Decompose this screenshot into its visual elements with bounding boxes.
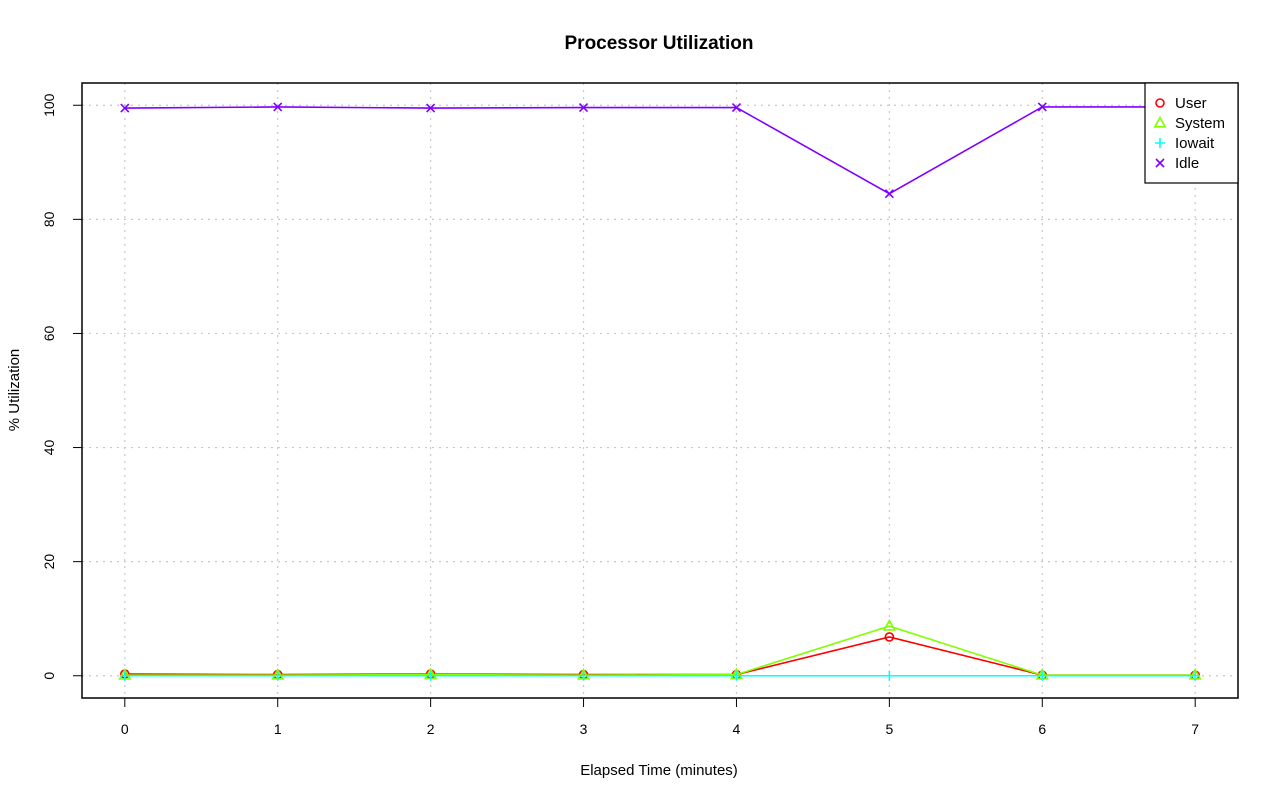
legend-marker-system [1153,115,1167,128]
legend-marker-idle [1155,158,1165,168]
axes-layer: 0 1 2 3 4 5 6 7 0 20 40 60 80 100 [41,93,1199,737]
series-idle [120,102,1200,199]
y-tick-label-60: 60 [41,325,57,341]
y-axis-label: % Utilization [6,349,23,432]
data-point-idle-5 [884,189,894,199]
legend-marker-iowait [1155,138,1165,148]
legend-label-user: User [1175,95,1207,112]
data-point-user-5 [884,632,895,642]
series-line-idle [124,106,1196,195]
series-line-user [124,636,1196,676]
x-axis-label: Elapsed Time (minutes) [580,762,738,779]
data-point-idle-0 [120,103,130,113]
grid-lines [82,83,1238,698]
x-tick-label-5: 5 [885,721,893,737]
data-point-iowait-3 [578,670,589,681]
legend-label-iowait: Iowait [1175,135,1215,152]
data-point-iowait-6 [1037,670,1048,681]
data-point-iowait-5 [884,670,895,681]
series-system [118,618,1202,680]
legend-label-idle: Idle [1175,155,1199,172]
legend-marker-user [1155,98,1165,108]
y-tick-label-20: 20 [41,554,57,570]
y-tick-label-0: 0 [41,672,57,680]
data-point-iowait-7 [1190,670,1201,681]
series-line-system [124,625,1196,676]
data-point-idle-6 [1037,102,1047,112]
legend: User System Iowait Idle [1144,82,1239,184]
x-tick-label-3: 3 [580,721,588,737]
chart-title: Processor Utilization [565,33,754,54]
x-tick-label-2: 2 [427,721,435,737]
legend-box [1144,82,1239,184]
x-tick-label-1: 1 [274,721,282,737]
data-point-iowait-4 [731,670,742,681]
y-tick-label-100: 100 [41,93,57,117]
data-point-idle-1 [273,102,283,112]
data-point-idle-3 [578,102,589,113]
y-tick-label-80: 80 [41,211,57,227]
data-point-idle-2 [426,103,436,113]
plot-frame [81,82,1239,699]
legend-label-system: System [1175,115,1225,132]
x-tick-label-0: 0 [121,721,129,737]
x-tick-label-6: 6 [1038,721,1046,737]
data-point-iowait-0 [119,670,130,681]
series-user [120,632,1200,680]
x-tick-label-4: 4 [733,721,741,737]
x-tick-label-7: 7 [1191,721,1199,737]
data-point-system-5 [882,618,896,631]
series-layer [118,102,1202,681]
y-tick-label-40: 40 [41,440,57,456]
data-point-iowait-1 [272,670,283,681]
series-iowait [119,670,1201,681]
data-point-idle-4 [731,102,742,113]
data-point-iowait-2 [425,670,436,681]
